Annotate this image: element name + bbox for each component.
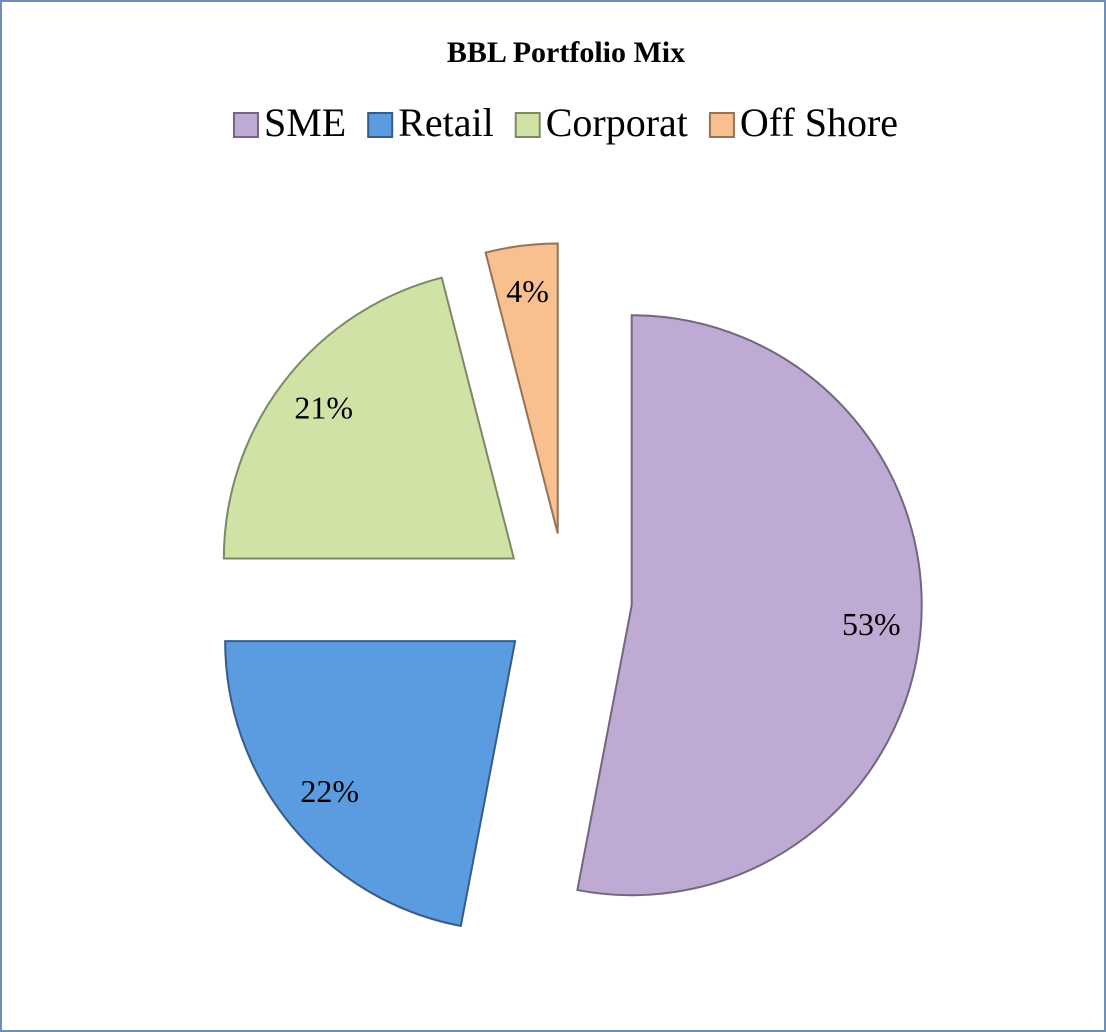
pie-slice	[222, 276, 516, 560]
legend-marker	[514, 112, 541, 138]
legend-marker	[367, 112, 394, 138]
legend-label: SME	[264, 100, 346, 145]
chart-title: BBL Portfolio Mix	[447, 36, 685, 69]
data-label: 21%	[294, 389, 353, 425]
data-label: 4%	[506, 273, 549, 309]
legend-label: Retail	[398, 100, 494, 145]
legend-marker	[232, 112, 259, 138]
pie-slice	[224, 640, 517, 928]
pie-slice	[484, 242, 559, 534]
legend-label: Off Shore	[740, 100, 898, 145]
legend-label: Corporat	[546, 100, 688, 145]
data-label: 53%	[842, 606, 901, 642]
data-label: 22%	[300, 773, 359, 809]
pie-slice	[576, 314, 923, 897]
legend-marker	[708, 112, 735, 138]
